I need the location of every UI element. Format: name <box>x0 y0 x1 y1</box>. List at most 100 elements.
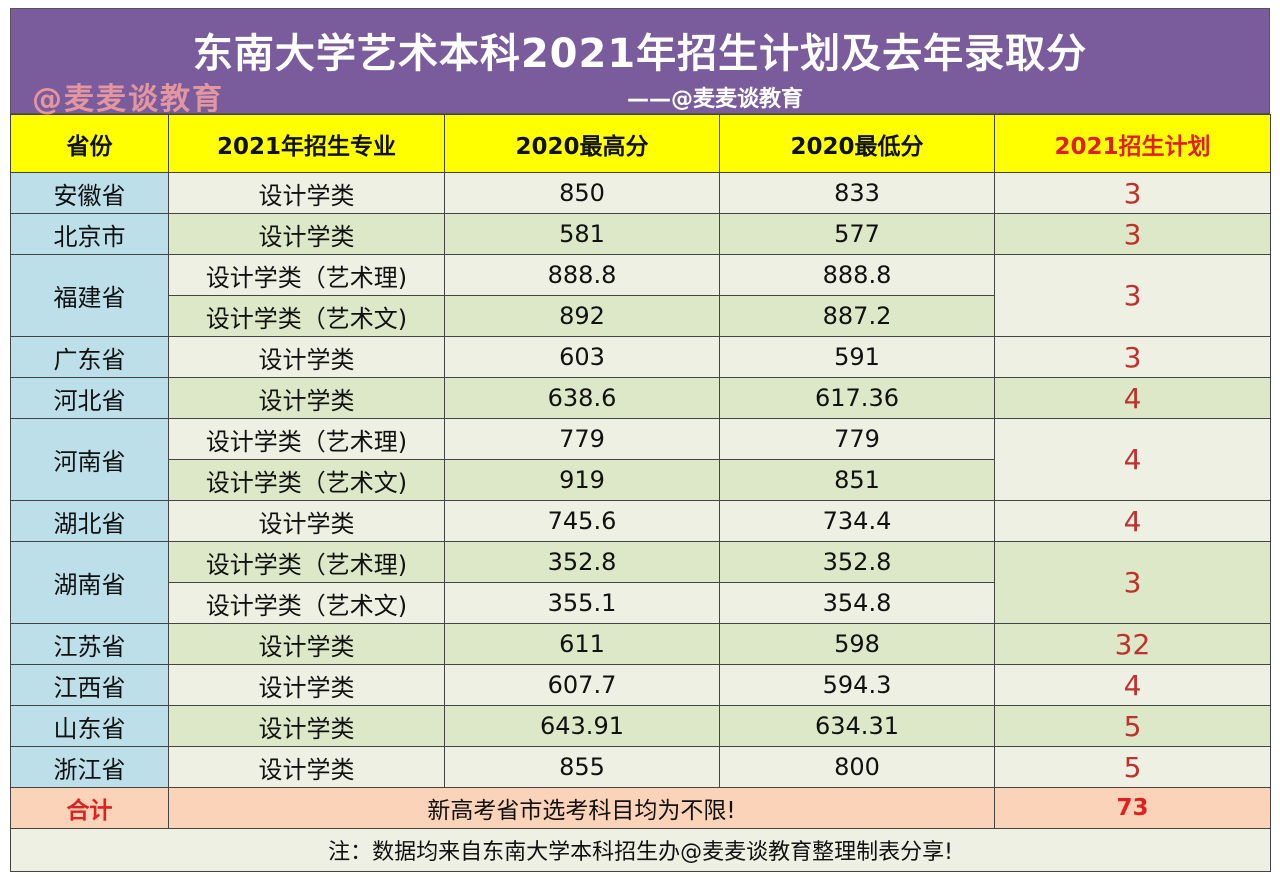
table-row: 安徽省 设计学类 850 833 3 <box>10 172 1271 214</box>
table-row: 北京市 设计学类 581 577 3 <box>10 213 1271 255</box>
table-row: 浙江省 设计学类 855 800 5 <box>10 746 1271 788</box>
min-score-cell: 352.8 <box>719 541 995 583</box>
province-cell: 江苏省 <box>10 623 169 665</box>
min-score-cell: 851 <box>719 459 995 501</box>
min-score-cell: 888.8 <box>719 254 995 296</box>
footnote: 注：数据均来自东南大学本科招生办@麦麦谈教育整理制表分享! <box>10 828 1271 872</box>
min-score-cell: 833 <box>719 172 995 214</box>
major-cell: 设计学类 <box>168 336 445 378</box>
min-score-cell: 779 <box>719 418 995 460</box>
max-score-cell: 855 <box>444 746 720 788</box>
table-row: 湖北省 设计学类 745.6 734.4 4 <box>10 500 1271 542</box>
plan-cell: 3 <box>994 541 1271 624</box>
min-score-cell: 354.8 <box>719 582 995 624</box>
max-score-cell: 581 <box>444 213 720 255</box>
min-score-cell: 887.2 <box>719 295 995 337</box>
plan-cell: 5 <box>994 746 1271 788</box>
title-banner: 东南大学艺术本科2021年招生计划及去年录取分 ——@麦麦谈教育 <box>10 8 1270 114</box>
province-cell: 湖南省 <box>10 541 169 624</box>
max-score-cell: 919 <box>444 459 720 501</box>
min-score-cell: 800 <box>719 746 995 788</box>
footnote-row: 注：数据均来自东南大学本科招生办@麦麦谈教育整理制表分享! <box>10 828 1271 872</box>
province-cell: 北京市 <box>10 213 169 255</box>
major-cell: 设计学类 <box>168 377 445 419</box>
table-row: 河南省 设计学类（艺术理) 779 779 4 <box>10 418 1271 501</box>
province-cell: 湖北省 <box>10 500 169 542</box>
max-score-cell: 355.1 <box>444 582 720 624</box>
min-score-cell: 734.4 <box>719 500 995 542</box>
header-province: 省份 <box>10 114 169 173</box>
table-row: 福建省 设计学类（艺术理) 888.8 888.8 3 <box>10 254 1271 337</box>
table-body: 安徽省 设计学类 850 833 3 北京市 设计学类 581 577 3 福建省 设计学类（艺术理)… <box>10 172 1271 788</box>
major-cell: 设计学类（艺术文) <box>168 295 445 337</box>
major-cell: 设计学类 <box>168 623 445 665</box>
header-row: 省份 2021年招生专业 2020最高分 2020最低分 2021招生计划 <box>10 114 1271 173</box>
table-row: 设计学类（艺术文) 355.1 354.8 <box>11 582 1271 624</box>
max-score-cell: 603 <box>444 336 720 378</box>
plan-cell: 4 <box>994 500 1271 542</box>
plan-cell: 4 <box>994 418 1271 501</box>
major-cell: 设计学类 <box>168 746 445 788</box>
max-score-cell: 892 <box>444 295 720 337</box>
max-score-cell: 779 <box>444 418 720 460</box>
major-cell: 设计学类 <box>168 213 445 255</box>
total-value: 73 <box>994 787 1271 829</box>
table-row: 河北省 设计学类 638.6 617.36 4 <box>10 377 1271 419</box>
header-max-score: 2020最高分 <box>444 114 720 173</box>
total-row: 合计 新高考省市选考科目均为不限! 73 <box>10 787 1271 829</box>
major-cell: 设计学类 <box>168 172 445 214</box>
header-min-score: 2020最低分 <box>719 114 995 173</box>
province-cell: 浙江省 <box>10 746 169 788</box>
min-score-cell: 591 <box>719 336 995 378</box>
province-cell: 福建省 <box>10 254 169 337</box>
header-plan: 2021招生计划 <box>994 114 1271 173</box>
table-row: 山东省 设计学类 643.91 634.31 5 <box>10 705 1271 747</box>
table-row: 设计学类（艺术文) 919 851 <box>11 459 1271 501</box>
province-cell: 安徽省 <box>10 172 169 214</box>
major-cell: 设计学类 <box>168 705 445 747</box>
province-cell: 山东省 <box>10 705 169 747</box>
plan-cell: 5 <box>994 705 1271 747</box>
plan-cell: 3 <box>994 336 1271 378</box>
plan-cell: 32 <box>994 623 1271 665</box>
admission-table-card: 东南大学艺术本科2021年招生计划及去年录取分 ——@麦麦谈教育 省份 2021… <box>10 8 1271 872</box>
province-cell: 广东省 <box>10 336 169 378</box>
table-row: 湖南省 设计学类（艺术理) 352.8 352.8 3 <box>10 541 1271 624</box>
min-score-cell: 634.31 <box>719 705 995 747</box>
min-score-cell: 577 <box>719 213 995 255</box>
max-score-cell: 638.6 <box>444 377 720 419</box>
header-major: 2021年招生专业 <box>168 114 445 173</box>
plan-cell: 3 <box>994 213 1271 255</box>
plan-cell: 3 <box>994 254 1271 337</box>
max-score-cell: 745.6 <box>444 500 720 542</box>
min-score-cell: 598 <box>719 623 995 665</box>
major-cell: 设计学类（艺术理) <box>168 418 445 460</box>
major-cell: 设计学类（艺术文) <box>168 582 445 624</box>
max-score-cell: 352.8 <box>444 541 720 583</box>
subtitle: ——@麦麦谈教育 <box>626 87 803 112</box>
plan-cell: 4 <box>994 664 1271 706</box>
total-note: 新高考省市选考科目均为不限! <box>168 787 995 829</box>
max-score-cell: 607.7 <box>444 664 720 706</box>
plan-cell: 3 <box>994 172 1271 214</box>
max-score-cell: 643.91 <box>444 705 720 747</box>
page-title: 东南大学艺术本科2021年招生计划及去年录取分 <box>192 31 1088 77</box>
table-row: 设计学类（艺术文) 892 887.2 <box>11 295 1271 337</box>
table-row: 江西省 设计学类 607.7 594.3 4 <box>10 664 1271 706</box>
province-cell: 河南省 <box>10 418 169 501</box>
major-cell: 设计学类 <box>168 500 445 542</box>
major-cell: 设计学类 <box>168 664 445 706</box>
table-row: 江苏省 设计学类 611 598 32 <box>10 623 1271 665</box>
admission-table: 省份 2021年招生专业 2020最高分 2020最低分 2021招生计划 安徽… <box>10 114 1271 872</box>
table-row: 广东省 设计学类 603 591 3 <box>10 336 1271 378</box>
max-score-cell: 611 <box>444 623 720 665</box>
plan-cell: 4 <box>994 377 1271 419</box>
max-score-cell: 850 <box>444 172 720 214</box>
major-cell: 设计学类（艺术理) <box>168 254 445 296</box>
total-label: 合计 <box>10 787 169 829</box>
province-cell: 江西省 <box>10 664 169 706</box>
max-score-cell: 888.8 <box>444 254 720 296</box>
province-cell: 河北省 <box>10 377 169 419</box>
min-score-cell: 594.3 <box>719 664 995 706</box>
major-cell: 设计学类（艺术文) <box>168 459 445 501</box>
